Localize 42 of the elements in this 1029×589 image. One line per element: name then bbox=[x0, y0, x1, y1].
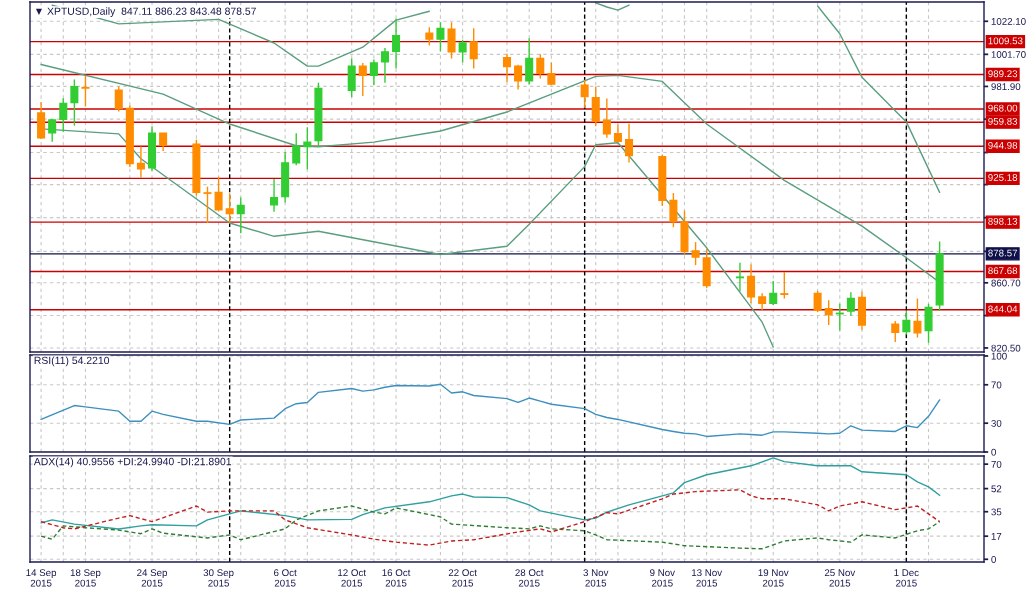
x-tick-label: 12 Oct 2015 bbox=[338, 569, 366, 587]
chart-title: ADX(14) 40.9556 +DI:24.9940 -DI:21.8901 bbox=[33, 457, 232, 468]
y-tick-label: 0 bbox=[991, 448, 996, 456]
y-tick-label: 35 bbox=[991, 508, 1002, 516]
ref-line-label: 989.23 bbox=[988, 70, 1018, 78]
x-tick-label: 3 Nov 2015 bbox=[583, 569, 609, 587]
x-tick-label: 25 Nov 2015 bbox=[824, 569, 856, 587]
x-tick-label: 24 Sep 2015 bbox=[137, 569, 168, 587]
ref-line-label: 968.00 bbox=[988, 104, 1018, 112]
x-tick-label: 16 Oct 2015 bbox=[382, 569, 411, 587]
y-tick-label: 0 bbox=[991, 556, 996, 563]
y-tick-label: 100 bbox=[991, 352, 1007, 360]
ref-line-label: 844.04 bbox=[988, 305, 1018, 313]
x-tick-label: 9 Nov 2015 bbox=[650, 569, 675, 587]
y-tick-label: 70 bbox=[991, 381, 1002, 389]
y-tick-label: 52 bbox=[991, 485, 1002, 493]
x-tick-label: 19 Nov 2015 bbox=[758, 569, 789, 587]
y-tick-label: 820.50 bbox=[991, 344, 1021, 352]
ref-line-label: 867.68 bbox=[988, 267, 1018, 275]
ref-line-label: 959.83 bbox=[988, 117, 1018, 125]
x-tick-label: 14 Sep 2015 bbox=[26, 569, 57, 587]
ref-line-label: 925.18 bbox=[988, 174, 1018, 181]
x-tick-label: 1 Dec 2015 bbox=[894, 569, 919, 587]
x-tick-label: 30 Sep 2015 bbox=[203, 569, 234, 587]
ref-line-label: 878.57 bbox=[988, 249, 1018, 257]
y-tick-label: 1022.10 bbox=[991, 18, 1026, 25]
y-tick-label: 981.90 bbox=[991, 83, 1021, 91]
x-tick-label: 6 Oct 2015 bbox=[274, 569, 297, 587]
chart-title: ▼ XPTUSD,Daily 847.11 886.23 843.48 878.57 bbox=[35, 7, 256, 17]
ref-line-label: 1009.53 bbox=[988, 37, 1023, 45]
x-tick-label: 28 Oct 2015 bbox=[515, 569, 544, 587]
x-tick-label: 22 Oct 2015 bbox=[448, 569, 477, 587]
y-tick-label: 860.70 bbox=[991, 279, 1021, 287]
chart-title: RSI(11) 54.2210 bbox=[34, 356, 110, 367]
ref-line-label: 898.13 bbox=[988, 217, 1018, 225]
y-tick-label: 17 bbox=[991, 533, 1002, 540]
y-tick-label: 70 bbox=[991, 460, 1002, 468]
ref-line-label: 944.98 bbox=[988, 141, 1018, 149]
x-tick-label: 18 Sep 2015 bbox=[70, 569, 101, 587]
y-tick-label: 1001.70 bbox=[991, 51, 1026, 58]
y-tick-label: 30 bbox=[991, 419, 1002, 427]
x-tick-label: 13 Nov 2015 bbox=[692, 569, 723, 587]
